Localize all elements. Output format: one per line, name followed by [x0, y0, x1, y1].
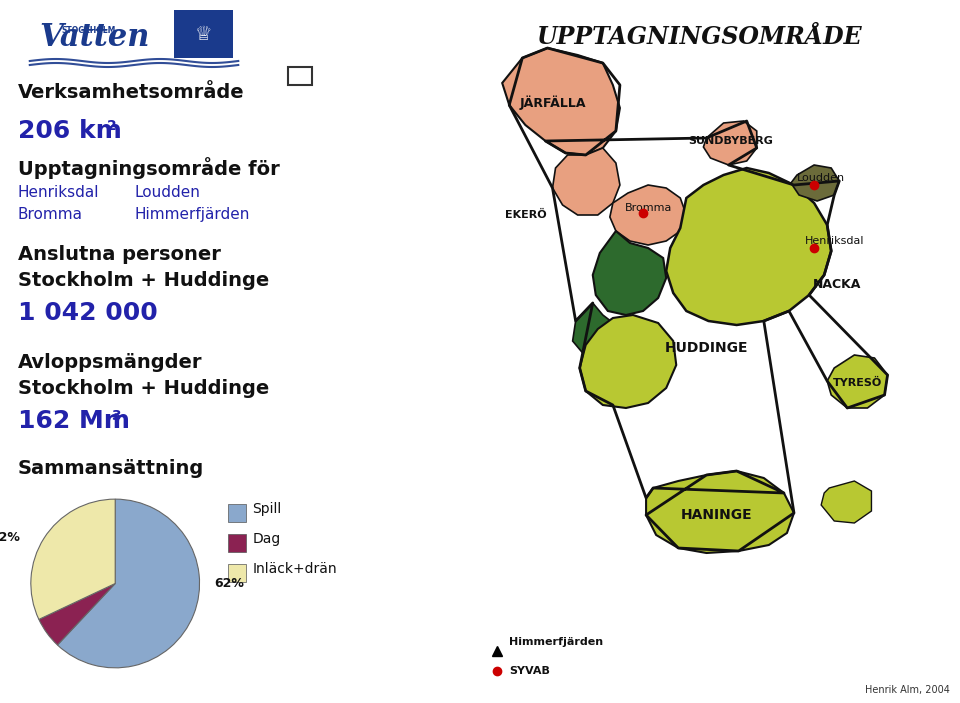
Text: TYRESÖ: TYRESÖ	[832, 378, 882, 388]
Polygon shape	[791, 165, 839, 201]
Text: Himmerfjärden: Himmerfjärden	[134, 207, 250, 222]
Text: Spill: Spill	[252, 502, 281, 516]
Text: Anslutna personer: Anslutna personer	[18, 245, 221, 264]
Polygon shape	[646, 471, 794, 553]
Polygon shape	[580, 315, 676, 408]
Bar	[228, 504, 246, 522]
Bar	[288, 67, 312, 85]
Bar	[228, 534, 246, 552]
Bar	[228, 564, 246, 582]
Polygon shape	[553, 148, 620, 215]
Text: Henriksdal: Henriksdal	[804, 236, 864, 246]
Text: Loudden: Loudden	[134, 185, 200, 200]
Text: SYVAB: SYVAB	[509, 666, 550, 676]
Text: Dag: Dag	[252, 532, 280, 546]
Text: 3: 3	[111, 409, 121, 423]
Text: 162 Mm: 162 Mm	[18, 409, 130, 433]
Text: Stockholm + Huddinge: Stockholm + Huddinge	[18, 379, 269, 398]
Polygon shape	[828, 355, 888, 408]
Text: Vatten: Vatten	[39, 22, 150, 53]
Text: HUDDINGE: HUDDINGE	[664, 341, 748, 355]
Wedge shape	[38, 583, 115, 645]
Text: Bromma: Bromma	[18, 207, 83, 222]
Text: HANINGE: HANINGE	[681, 508, 753, 522]
Text: Henriksdal: Henriksdal	[18, 185, 100, 200]
Wedge shape	[31, 499, 115, 619]
Text: JÄRFÄLLA: JÄRFÄLLA	[519, 96, 586, 110]
Polygon shape	[704, 121, 756, 165]
Bar	[174, 10, 233, 58]
Text: Bromma: Bromma	[624, 203, 672, 213]
Text: 2: 2	[108, 119, 117, 133]
Polygon shape	[821, 481, 872, 523]
Text: ♕: ♕	[195, 25, 212, 44]
Text: Stockholm + Huddinge: Stockholm + Huddinge	[18, 271, 269, 290]
Polygon shape	[666, 168, 831, 325]
Wedge shape	[58, 499, 200, 668]
Polygon shape	[502, 48, 620, 155]
Text: NACKA: NACKA	[813, 278, 861, 292]
Polygon shape	[592, 231, 666, 315]
Text: Upptagningsområde för: Upptagningsområde för	[18, 157, 279, 179]
Text: Avloppsmängder: Avloppsmängder	[18, 353, 203, 372]
Polygon shape	[572, 303, 616, 355]
Text: Verksamhetsområde: Verksamhetsområde	[18, 83, 245, 102]
Text: Sammansättning: Sammansättning	[18, 459, 204, 478]
Text: EKERÖ: EKERÖ	[505, 210, 546, 220]
Text: Himmerfjärden: Himmerfjärden	[509, 637, 604, 647]
Text: UPPTAGNINGSOMRÅDE: UPPTAGNINGSOMRÅDE	[536, 25, 861, 49]
Text: Loudden: Loudden	[797, 173, 845, 183]
Polygon shape	[610, 185, 686, 245]
Text: Henrik Alm, 2004: Henrik Alm, 2004	[865, 685, 950, 695]
Text: STOCKHOLM: STOCKHOLM	[61, 26, 116, 35]
Text: 206 km: 206 km	[18, 119, 122, 143]
Text: 1 042 000: 1 042 000	[18, 301, 157, 325]
Text: 62%: 62%	[214, 577, 244, 590]
Text: 32%: 32%	[0, 531, 20, 543]
Text: SUNDBYBERG: SUNDBYBERG	[688, 136, 773, 146]
Text: Inläck+drän: Inläck+drän	[252, 562, 337, 576]
